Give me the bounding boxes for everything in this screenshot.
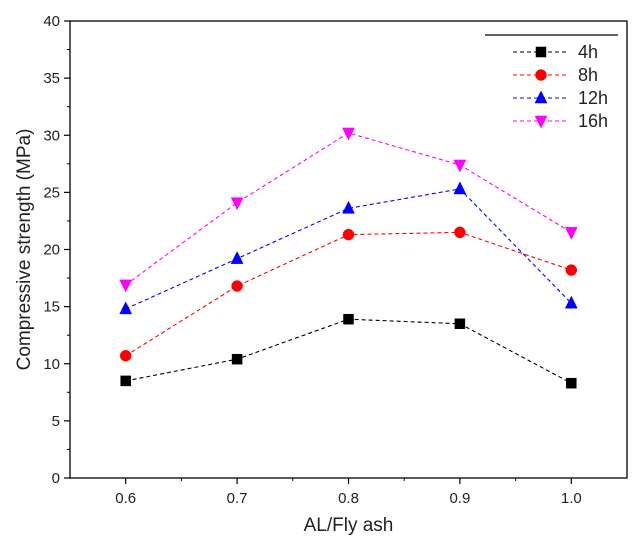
data-point-8h: [454, 226, 466, 239]
y-tick-label: 5: [52, 413, 60, 430]
x-axis: 0.6 0.7 0.8 0.9 1.0: [115, 478, 582, 507]
data-point-4h: [454, 318, 466, 330]
data-point-8h: [565, 264, 578, 276]
y-tick-label: 15: [43, 299, 60, 316]
series-layer: [119, 127, 578, 389]
data-point-12h: [342, 200, 355, 214]
legend-label: 8h: [578, 65, 598, 85]
data-point-16h: [342, 127, 355, 141]
data-point-8h: [119, 350, 132, 362]
legend: 4h 8h 12h 16h: [485, 34, 618, 131]
legend-item-4h: 4h: [513, 42, 598, 62]
y-tick-label: 10: [43, 356, 60, 373]
series-16h: [119, 127, 578, 293]
x-tick-label: 0.9: [449, 490, 470, 507]
data-point-4h: [231, 353, 243, 365]
legend-label: 4h: [578, 42, 598, 62]
y-tick-label: 25: [43, 184, 60, 201]
data-point-12h: [230, 251, 244, 264]
data-point-12h: [119, 301, 133, 315]
data-point-16h: [119, 279, 133, 293]
data-point-16h: [564, 227, 578, 240]
x-tick-label: 0.7: [227, 490, 248, 507]
series-12h: [119, 181, 578, 315]
legend-item-16h: 16h: [513, 111, 608, 131]
y-tick-label: 20: [43, 242, 60, 259]
data-point-8h: [342, 228, 355, 241]
legend-marker: [535, 69, 547, 81]
y-tick-label: 40: [43, 13, 60, 30]
x-tick-label: 0.8: [338, 490, 359, 507]
x-axis-label: AL/Fly ash: [304, 515, 394, 536]
y-tick-label: 0: [52, 470, 60, 487]
legend-marker: [535, 46, 547, 58]
y-tick-label: 30: [43, 127, 60, 144]
series-4h: [120, 313, 577, 389]
legend-marker: [534, 90, 548, 104]
legend-item-8h: 8h: [513, 65, 598, 85]
y-axis-label: Compressive strength (MPa): [14, 129, 35, 371]
x-tick-label: 1.0: [561, 490, 582, 507]
data-point-12h: [564, 295, 578, 309]
data-point-12h: [453, 181, 467, 195]
legend-label: 12h: [578, 88, 608, 108]
x-tick-label: 0.6: [115, 490, 136, 507]
series-8h: [119, 226, 578, 362]
data-point-4h: [343, 313, 354, 325]
legend-marker: [534, 115, 548, 129]
legend-item-12h: 12h: [513, 88, 608, 108]
legend-label: 16h: [578, 111, 608, 131]
data-point-16h: [230, 197, 244, 211]
data-point-4h: [566, 377, 577, 389]
plot-area-frame: [69, 20, 628, 479]
data-point-8h: [231, 280, 243, 292]
series-line-8h: [125, 231, 572, 357]
y-tick-label: 35: [43, 70, 60, 87]
data-point-4h: [120, 375, 131, 387]
y-axis: 0 5 10 15 20 25 30 35 40: [43, 13, 70, 487]
series-line-4h: [125, 318, 572, 384]
data-point-16h: [453, 159, 467, 173]
